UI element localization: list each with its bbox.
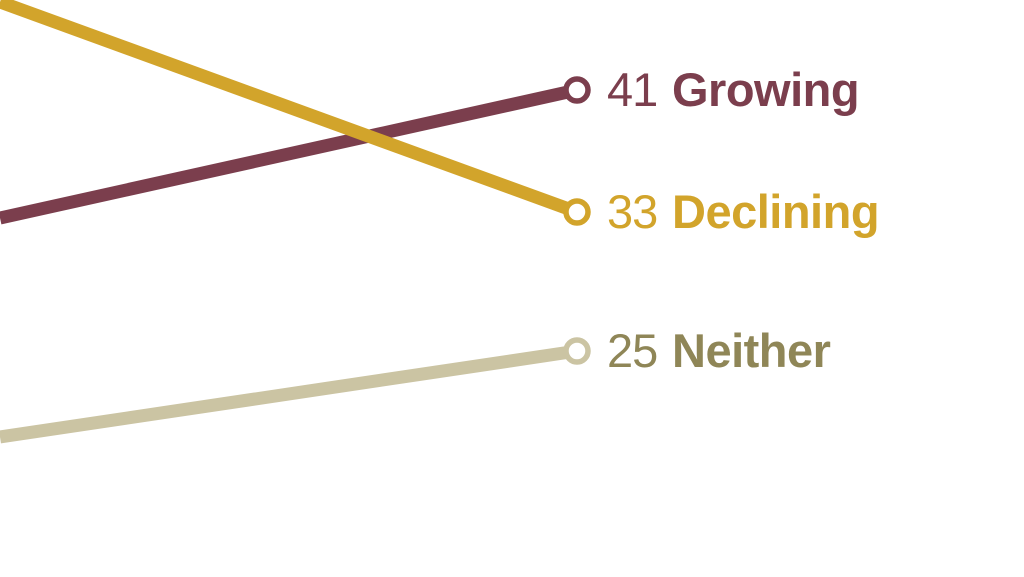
series-name-neither: Neither [672,324,831,377]
trend-line-declining [0,0,580,219]
value-label-neither: 25 [607,324,658,377]
series-row-declining: 33 Declining [607,185,880,238]
endpoint-marker-declining [563,198,591,226]
trend-line-neither [0,344,578,444]
endpoint-marker-neither [563,337,591,365]
series-row-neither: 25 Neither [607,324,831,377]
series-name-growing: Growing [672,63,860,116]
value-label-growing: 41 [607,63,658,116]
trend-line-growing [0,83,579,225]
endpoint-marker-growing [563,76,591,104]
series-row-growing: 41 Growing [607,63,860,116]
value-label-declining: 33 [607,185,658,238]
series-name-declining: Declining [672,185,880,238]
